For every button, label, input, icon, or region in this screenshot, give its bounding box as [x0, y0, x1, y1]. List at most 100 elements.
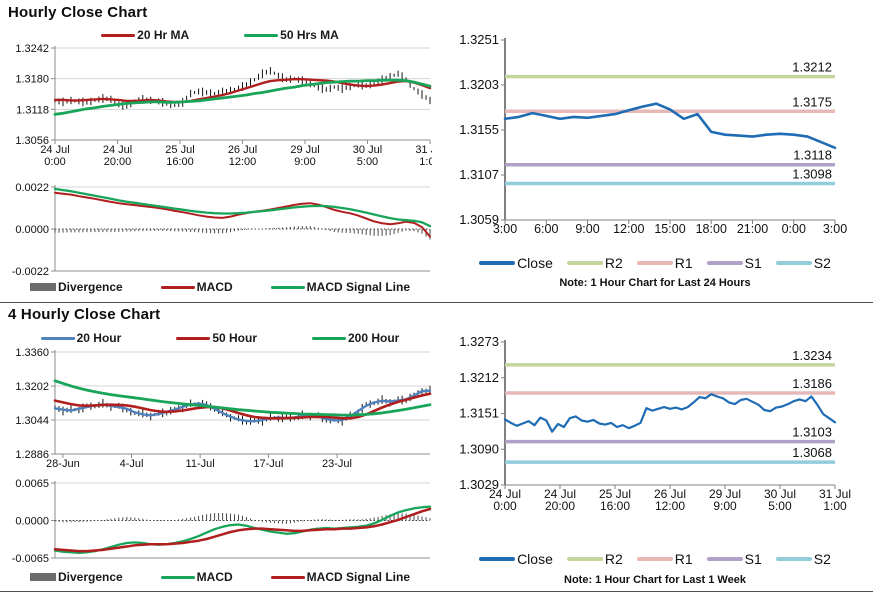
x-tick-label: 24 Jul — [489, 487, 521, 501]
section-title-hourly: Hourly Close Chart — [8, 4, 148, 21]
x-tick-label: 29 Jul — [709, 487, 741, 501]
x-tick-label: 11-Jul — [186, 458, 215, 470]
s1-swatch — [706, 557, 743, 561]
four-hourly-macd-plot: 0.0065 0.0000 -0.0065 — [8, 476, 432, 566]
200-hour-swatch — [312, 336, 346, 340]
series-line-macd-signal-line — [53, 187, 432, 228]
x-tick-label: 16:00 — [600, 499, 630, 513]
legend-item-s2: S2 — [775, 255, 831, 271]
x-tick-label: 16:00 — [166, 156, 194, 168]
legend-item-macd: MACD — [160, 570, 233, 584]
x-tick-label: 25 Jul — [599, 487, 631, 501]
50-hour-swatch — [176, 336, 211, 340]
y-tick-label: 1.3044 — [15, 415, 49, 427]
series-line-50-hrs-ma — [53, 78, 432, 116]
four-hourly-price-plot: 1.3360 1.3202 1.3044 1.2886 28-Jun 4-Jul 11-Ju… — [8, 347, 432, 475]
r2-swatch — [566, 261, 603, 265]
level-label-s1: 1.3103 — [792, 425, 832, 440]
r1-swatch — [636, 557, 673, 561]
x-tick-label: 15:00 — [654, 222, 685, 236]
y-tick-label: 1.3118 — [16, 104, 49, 116]
x-tick-label: 1:00 — [823, 499, 847, 513]
x-tick-label: 9:00 — [713, 499, 737, 513]
legend-item-s2: S2 — [775, 551, 831, 567]
series-line-close — [503, 102, 837, 150]
x-tick-label: 24 Jul — [103, 144, 132, 156]
50hrs-ma-swatch — [244, 33, 279, 37]
20hr-ma-swatch — [101, 33, 136, 37]
legend-label: S1 — [744, 551, 762, 567]
divergence-swatch — [29, 573, 56, 581]
x-tick-label: 9:00 — [575, 222, 599, 236]
legend-item-s1: S1 — [706, 551, 762, 567]
macd-signal-swatch — [270, 575, 305, 579]
legend-item-r1: R1 — [636, 551, 693, 567]
legend-label: MACD Signal Line — [306, 280, 411, 294]
level-label-s1: 1.3118 — [793, 148, 832, 163]
x-tick-label: 30 Jul — [353, 144, 382, 156]
x-tick-label: 20:00 — [104, 156, 132, 168]
s1-swatch — [706, 261, 743, 265]
four-hourly-sr-note: Note: 1 Hour Chart for Last 1 Week — [564, 574, 746, 586]
level-label-s2: 1.3068 — [792, 445, 832, 460]
legend-item-r2: R2 — [566, 551, 623, 567]
hourly-sr-note: Note: 1 Hour Chart for Last 24 Hours — [559, 277, 751, 289]
y-tick-label: 1.3212 — [459, 370, 499, 385]
x-tick-label: 0:00 — [782, 222, 806, 236]
x-tick-label: 0:00 — [493, 499, 517, 513]
level-label-r2: 1.3234 — [792, 348, 832, 363]
x-tick-label: 17-Jul — [253, 458, 283, 470]
x-tick-label: 1:00 — [419, 156, 432, 168]
y-tick-label: 1.3203 — [459, 77, 499, 92]
x-tick-label: 4-Jul — [120, 458, 144, 470]
legend-item-macd: MACD — [160, 280, 233, 294]
x-tick-label: 3:00 — [823, 222, 847, 236]
x-tick-label: 31 Jul — [415, 144, 432, 156]
legend-label: MACD — [196, 570, 233, 584]
four-hourly-sr-legend: Close R2 R1 S1 S2 — [440, 550, 870, 568]
legend-label: MACD Signal Line — [306, 570, 411, 584]
divergence-swatch — [29, 283, 56, 291]
section-title-4hourly: 4 Hourly Close Chart — [8, 306, 161, 323]
x-tick-label: 3:00 — [493, 222, 517, 236]
y-tick-label: 1.3360 — [15, 347, 49, 359]
x-tick-label: 12:00 — [229, 156, 257, 168]
four-hourly-macd-legend: Divergence MACD MACD Signal Line — [8, 568, 432, 586]
close-swatch — [479, 557, 516, 561]
legend-item-50hrs-ma: 50 Hrs MA — [244, 28, 339, 42]
y-tick-label: 0.0022 — [15, 182, 49, 194]
legend-item-divergence: Divergence — [29, 280, 123, 294]
x-tick-label: 25 Jul — [165, 144, 194, 156]
legend-label: Close — [517, 551, 553, 567]
y-tick-label: 0.0000 — [15, 516, 49, 528]
legend-label: R2 — [604, 255, 623, 271]
legend-label: Divergence — [57, 280, 123, 294]
legend-label: 20 Hour — [76, 331, 122, 345]
legend-label: 200 Hour — [348, 331, 400, 345]
x-tick-label: 5:00 — [768, 499, 792, 513]
hourly-macd-plot: 0.0022 0.0000 -0.0022 — [8, 181, 432, 276]
20-hour-swatch — [40, 336, 75, 340]
y-tick-label: -0.0022 — [12, 266, 49, 276]
legend-item-r2: R2 — [566, 255, 623, 271]
x-tick-label: 0:00 — [44, 156, 65, 168]
level-label-r1: 1.3186 — [792, 376, 832, 391]
y-tick-label: 1.3107 — [459, 167, 499, 182]
hourly-sr-plot: 1.3251 1.3203 1.3155 1.3107 1.3059 3:00 6:00 9:… — [440, 28, 870, 240]
legend-item-50-hour: 50 Hour — [176, 331, 257, 345]
s2-swatch — [775, 557, 812, 561]
x-tick-label: 9:00 — [294, 156, 315, 168]
series-line-20-hr-ma — [53, 78, 432, 104]
r2-swatch — [566, 557, 603, 561]
close-swatch — [479, 261, 516, 265]
y-tick-label: 1.3090 — [459, 441, 499, 456]
series-line-macd — [53, 505, 432, 554]
legend-item-close: Close — [479, 551, 553, 567]
series-line-macd-signal-line — [53, 507, 432, 553]
hourly-macd-legend: Divergence MACD MACD Signal Line — [8, 278, 432, 296]
y-tick-label: 1.3151 — [459, 406, 499, 421]
